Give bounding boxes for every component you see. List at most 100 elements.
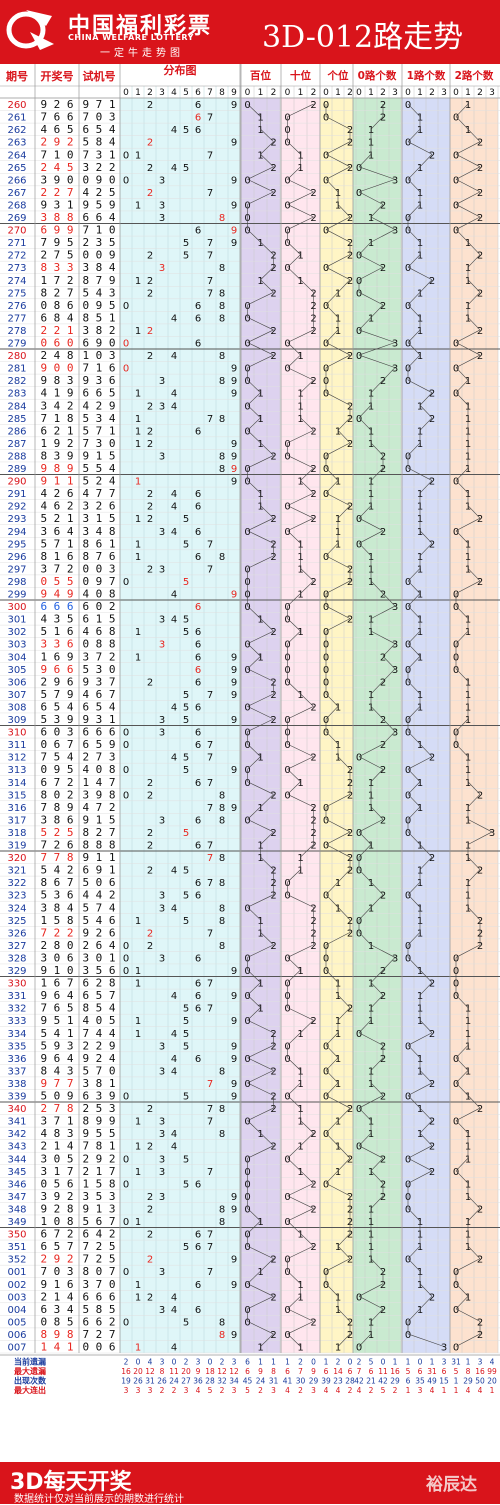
route-count-2: 1: [465, 502, 471, 513]
trend-line: [325, 216, 351, 230]
route-count-2: 1: [465, 1192, 471, 1203]
route-count-0: 2: [380, 527, 386, 538]
route-十位: 0: [284, 1217, 290, 1228]
test-number: 9 3 7: [82, 675, 115, 688]
trend-line: [260, 794, 274, 808]
trend-line: [419, 982, 433, 996]
stats-value: 0: [418, 1358, 423, 1367]
distribution-digit: 1: [135, 916, 141, 927]
distribution-digit: 1: [135, 326, 141, 337]
issue-number: 319: [7, 841, 26, 852]
trend-line: [358, 1145, 384, 1159]
distribution-digit: 1: [135, 1280, 141, 1291]
trend-line: [287, 894, 314, 908]
draw-number: 3 6 4: [40, 525, 73, 538]
route-个位: 2: [347, 866, 353, 877]
route-count-0: 2: [380, 652, 386, 663]
trend-line: [358, 505, 372, 519]
distribution-digit: 2: [147, 1292, 153, 1303]
trend-line: [370, 229, 396, 243]
route-count-2: 2: [477, 251, 483, 262]
trend-line: [407, 329, 421, 343]
distribution-digit: 6: [195, 652, 201, 663]
trend-line: [455, 153, 481, 168]
distribution-digit: 2: [147, 100, 153, 111]
issue-number: 320: [7, 853, 26, 864]
distribution-digit: 9: [231, 200, 237, 211]
test-number: 4 2 5: [82, 186, 115, 199]
draw-number: 4 1 9: [40, 387, 73, 400]
trend-line: [287, 354, 301, 368]
stats-value: 32: [217, 1377, 227, 1386]
stats-value: 5: [454, 1367, 459, 1376]
test-number: 8 9 9: [82, 1115, 115, 1128]
draw-number: 2 9 2: [40, 1253, 73, 1266]
route-count-0: 3: [392, 728, 398, 739]
stats-value: 11: [378, 1367, 388, 1376]
stats-value: 36: [193, 1377, 203, 1386]
draw-number: 4 6 5: [40, 123, 73, 136]
trend-line: [287, 430, 314, 444]
route-count-2: 0: [453, 1343, 459, 1354]
route-百位: 1: [257, 502, 263, 513]
sub-header-1路个数: 0: [405, 88, 411, 98]
test-number: 9 1 3: [82, 1202, 115, 1215]
stats-value: 9: [311, 1367, 316, 1376]
route-个位: 0: [323, 815, 329, 826]
draw-number: 2 4 8: [40, 349, 73, 362]
stats-value: 3: [136, 1386, 141, 1395]
test-number: 4 0 8: [82, 763, 115, 776]
issue-number: 322: [7, 878, 26, 889]
test-number: 9 5 9: [82, 198, 115, 211]
issue-number: 004: [7, 1305, 26, 1316]
stats-value: 0: [136, 1358, 141, 1367]
trend-line: [382, 718, 396, 732]
route-个位: 1: [335, 702, 341, 713]
issue-number: 283: [7, 389, 26, 400]
route-百位: 1: [257, 150, 263, 161]
trend-line: [370, 605, 396, 619]
route-count-2: 2: [477, 213, 483, 224]
distribution-digit: 5: [183, 690, 189, 701]
distribution-digit: 8: [219, 803, 225, 814]
trend-line: [382, 367, 396, 381]
issue-number: 261: [7, 113, 26, 124]
trend-line: [247, 982, 261, 996]
route-百位: 0: [244, 991, 250, 1002]
trend-line: [358, 543, 372, 557]
distribution-digit: 3: [159, 1167, 165, 1178]
sub-header-1路个数: 1: [417, 88, 423, 98]
distribution-digit: 9: [231, 803, 237, 814]
draw-number: 3 8 4: [40, 901, 73, 914]
trend-line: [325, 693, 339, 707]
trend-line: [325, 116, 351, 130]
draw-number: 2 2 1: [40, 324, 73, 337]
stats-value: 1: [324, 1358, 329, 1367]
distribution-digit: 8: [219, 464, 225, 475]
route-十位: 2: [310, 489, 316, 500]
route-百位: 2: [270, 1330, 276, 1341]
trend-line: [247, 630, 274, 644]
trend-line: [247, 430, 261, 444]
trend-line: [419, 1019, 433, 1033]
distribution-digit: 4: [171, 1142, 177, 1153]
route-count-1: 2: [429, 1079, 435, 1090]
distribution-digit: 7: [207, 539, 213, 550]
trend-line: [287, 1057, 301, 1071]
trend-line: [455, 467, 469, 481]
route-count-2: 0: [453, 665, 459, 676]
test-number: 6 2 8: [82, 977, 115, 990]
stats-value: 26: [157, 1377, 167, 1386]
trend-line: [300, 1233, 314, 1247]
route-十位: 0: [284, 175, 290, 186]
route-十位: 2: [310, 1179, 316, 1190]
route-count-2: 2: [477, 866, 483, 877]
route-个位: 1: [335, 753, 341, 764]
sub-header-digit: 6: [195, 88, 201, 98]
distribution-digit: 3: [159, 200, 165, 211]
draw-number: 5 7 9: [40, 688, 73, 701]
draw-number: 8 1 6: [40, 550, 73, 563]
distribution-digit: 7: [207, 1242, 213, 1253]
trend-line: [407, 593, 421, 607]
distribution-digit: 2: [147, 1204, 153, 1215]
